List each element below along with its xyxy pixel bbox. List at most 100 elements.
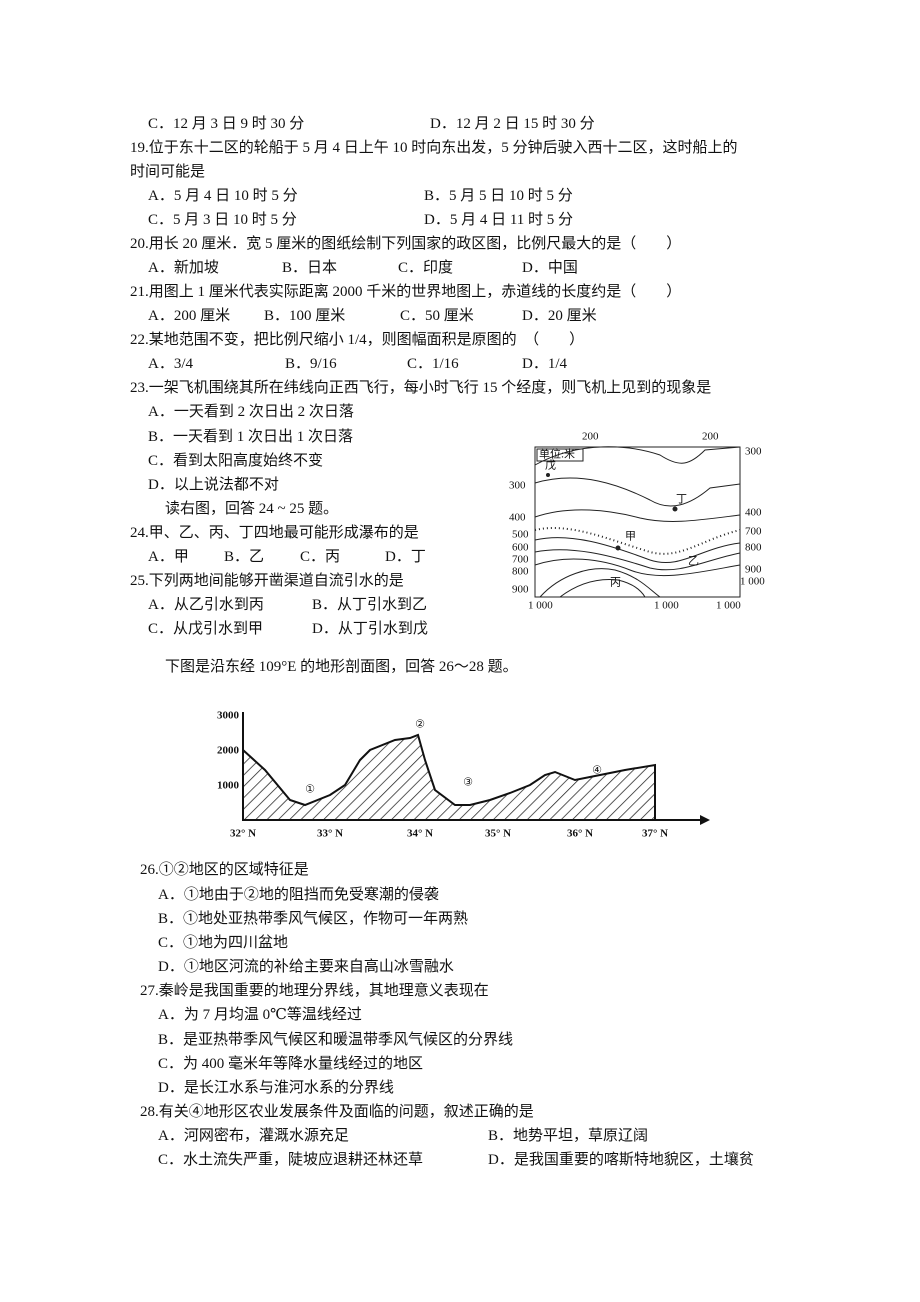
profile-y-label: 2000 <box>217 745 240 757</box>
contour <box>534 509 741 522</box>
option: C．从戊引水到甲 <box>148 621 264 637</box>
profile-x-label: 32° N <box>230 828 256 840</box>
map-label: 200 <box>702 431 719 443</box>
option: C．为 400 毫米年等降水量线经过的地区 <box>158 1056 424 1072</box>
contour <box>534 549 741 571</box>
profile-marker: ① <box>305 784 315 796</box>
map-label: 甲 <box>625 531 636 543</box>
map-label: 700 <box>745 526 762 538</box>
map-label: 1 000 <box>740 576 765 588</box>
map-label: 戊 <box>545 459 556 472</box>
canal <box>534 527 741 555</box>
profile-marker: ④ <box>592 765 602 777</box>
map-label: 1 000 <box>528 600 553 612</box>
option: A．甲 <box>148 549 189 565</box>
map-label: 300 <box>745 446 762 458</box>
option: D．是我国重要的喀斯特地貌区，土壤贫 <box>488 1152 754 1168</box>
option: B．地势平坦，草原辽阔 <box>488 1128 649 1144</box>
option: C．丙 <box>300 549 341 565</box>
arrow <box>700 815 710 825</box>
contour-map <box>534 446 741 598</box>
question-stem: 19.位于东十二区的轮船于 5 月 4 日上午 10 时向东出发，5 分钟后驶入… <box>130 140 738 156</box>
map-label: 1 000 <box>716 600 741 612</box>
option: C．①地为四川盆地 <box>158 935 289 951</box>
map-label: 800 <box>745 542 762 554</box>
map-label: 400 <box>509 512 526 524</box>
map-label: 900 <box>745 564 762 576</box>
unit-box <box>536 448 584 462</box>
option: A．3/4 <box>148 356 194 372</box>
map-label: 700 <box>512 554 529 566</box>
profile-y-label: 1000 <box>217 780 240 792</box>
option: A．河网密布，灌溉水源充足 <box>158 1128 349 1144</box>
option: B．一天看到 1 次日出 1 次日落 <box>148 429 354 445</box>
option: B．①地处亚热带季风气候区，作物可一年两熟 <box>158 911 469 927</box>
contour <box>534 558 741 577</box>
option: D．从丁引水到戊 <box>312 621 428 637</box>
contour <box>539 568 661 598</box>
option: D．以上说法都不对 <box>148 477 279 493</box>
option: A．200 厘米 <box>148 308 231 324</box>
question-stem: 26.①②地区的区域特征是 <box>140 862 309 878</box>
profile-area <box>242 733 656 821</box>
map-label: 乙 <box>688 555 699 568</box>
option: B．是亚热带季风气候区和暖温带季风气候区的分界线 <box>158 1032 514 1048</box>
map-label: 200 <box>582 431 599 443</box>
option: C．看到太阳高度始终不变 <box>148 453 324 469</box>
option: C．12 月 3 日 9 时 30 分 <box>148 116 305 132</box>
map-label: 900 <box>512 584 529 596</box>
profile-x-label: 37° N <box>642 828 668 840</box>
option: A．为 7 月均温 0℃等温线经过 <box>158 1007 362 1023</box>
question-stem: 22.某地范围不变，把比例尺缩小 1/4，则图幅面积是原图的 （ ） <box>130 332 585 348</box>
option: C．水土流失严重，陡坡应退耕还林还草 <box>158 1152 424 1168</box>
map-label: 300 <box>509 480 526 492</box>
question-stem: 20.用长 20 厘米．宽 5 厘米的图纸绘制下列国家的政区图，比例尺最大的是（… <box>130 236 682 252</box>
map-label: 800 <box>512 566 529 578</box>
contour <box>534 446 741 466</box>
option: A．①地由于②地的阻挡而免受寒潮的侵袭 <box>158 887 439 903</box>
option: C．1/16 <box>407 356 459 372</box>
option: D．丁 <box>385 549 426 565</box>
option: B．100 厘米 <box>264 308 346 324</box>
map-label: 1 000 <box>654 600 679 612</box>
question-stem: 28.有关④地形区农业发展条件及面临的问题，叙述正确的是 <box>140 1104 534 1120</box>
map-unit: 单位:米 <box>539 447 575 461</box>
profile <box>242 712 710 825</box>
option: D．①地区河流的补给主要来自高山冰雪融水 <box>158 959 454 975</box>
option: C．印度 <box>398 260 454 276</box>
profile-x-label: 34° N <box>407 828 433 840</box>
question-stem: 21.用图上 1 厘米代表实际距离 2000 千米的世界地图上，赤道线的长度约是… <box>130 284 682 300</box>
contour <box>534 537 741 564</box>
instruction: 读右图，回答 24 ~ 25 题。 <box>165 501 339 517</box>
map-label: 400 <box>745 507 762 519</box>
map-label: 600 <box>512 542 529 554</box>
option: B．乙 <box>224 549 265 565</box>
option: D．20 厘米 <box>522 308 597 324</box>
option: C．50 厘米 <box>400 308 474 324</box>
option: D．中国 <box>522 260 578 276</box>
option: B．从丁引水到乙 <box>312 597 428 613</box>
map-label: 丙 <box>610 577 621 589</box>
profile-x-label: 36° N <box>567 828 593 840</box>
map-label: 丁 <box>676 494 687 506</box>
question-stem: 时间可能是 <box>130 164 206 180</box>
question-stem: 23.一架飞机围绕其所在纬线向正西飞行，每小时飞行 15 个经度，则飞机上见到的… <box>130 380 712 396</box>
option: C．5 月 3 日 10 时 5 分 <box>148 212 297 228</box>
option: A．新加坡 <box>148 260 219 276</box>
option: D．是长江水系与淮河水系的分界线 <box>158 1080 394 1096</box>
contour <box>559 579 646 598</box>
map-label: 500 <box>512 529 529 541</box>
profile-marker: ② <box>415 719 425 731</box>
option: D．5 月 4 日 11 时 5 分 <box>424 212 574 228</box>
profile-x-label: 33° N <box>317 828 343 840</box>
contour <box>534 477 741 507</box>
profile-y-label: 3000 <box>217 710 240 722</box>
question-stem: 25.下列两地间能够开凿渠道自流引水的是 <box>130 573 404 589</box>
profile-x-label: 35° N <box>485 828 511 840</box>
question-stem: 24.甲、乙、丙、丁四地最可能形成瀑布的是 <box>130 525 419 541</box>
option: A．一天看到 2 次日出 2 次日落 <box>148 404 354 420</box>
option: D．1/4 <box>522 356 568 372</box>
map-frame <box>534 446 741 598</box>
